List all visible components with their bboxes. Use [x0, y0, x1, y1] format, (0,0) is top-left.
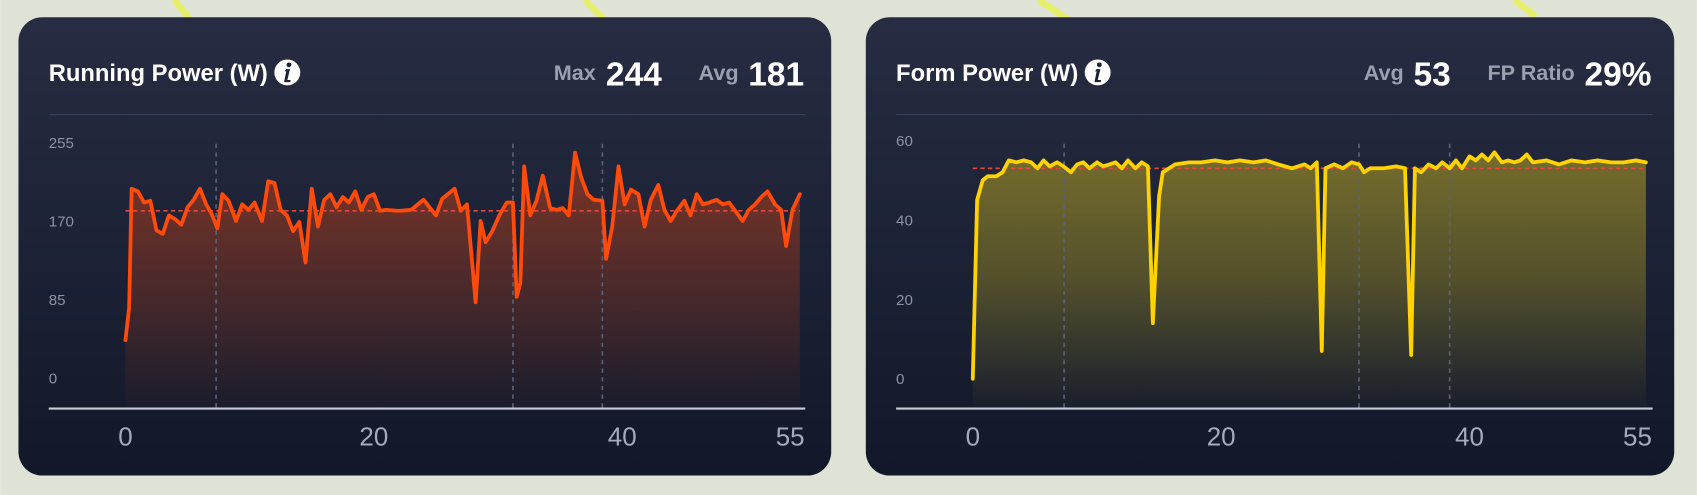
info-icon-dot: [1096, 62, 1102, 68]
x-tick-label: 40: [1455, 423, 1484, 451]
data-line: [970, 150, 1648, 381]
stat-label: Avg: [1364, 60, 1404, 85]
y-tick-label: 0: [896, 371, 904, 388]
info-icon-stem: [284, 69, 291, 83]
y-tick-label: 170: [49, 213, 74, 230]
stat-value: 244: [606, 56, 662, 93]
stat-label: FP Ratio: [1487, 60, 1574, 85]
chart-title: Form Power (W): [896, 60, 1078, 87]
y-tick-label: 60: [896, 133, 913, 150]
area-fill: [972, 152, 1646, 409]
x-tick-label: 20: [359, 423, 388, 451]
y-tick-label: 0: [49, 370, 57, 387]
x-tick-label: 55: [1623, 423, 1652, 451]
y-tick-label: 20: [896, 292, 913, 309]
data-line: [123, 150, 802, 343]
y-tick-label: 40: [896, 212, 913, 229]
area-fill: [125, 152, 800, 409]
stat-label: Max: [554, 60, 596, 85]
stat-value: 181: [748, 56, 804, 93]
stat-value: 29%: [1584, 56, 1651, 93]
x-tick-label: 55: [776, 423, 805, 451]
stat-value: 53: [1413, 56, 1450, 93]
stat-label: Avg: [699, 60, 739, 85]
info-icon-dot: [286, 62, 292, 68]
x-tick-label: 0: [966, 423, 980, 451]
map-route: [171, 0, 1538, 35]
y-tick-label: 85: [49, 292, 66, 309]
chart-title: Running Power (W): [49, 60, 268, 87]
x-tick-label: 0: [118, 423, 132, 451]
y-tick-label: 255: [49, 135, 74, 152]
info-icon-stem: [1094, 69, 1101, 83]
x-tick-label: 20: [1207, 423, 1236, 451]
x-tick-label: 40: [608, 423, 637, 451]
